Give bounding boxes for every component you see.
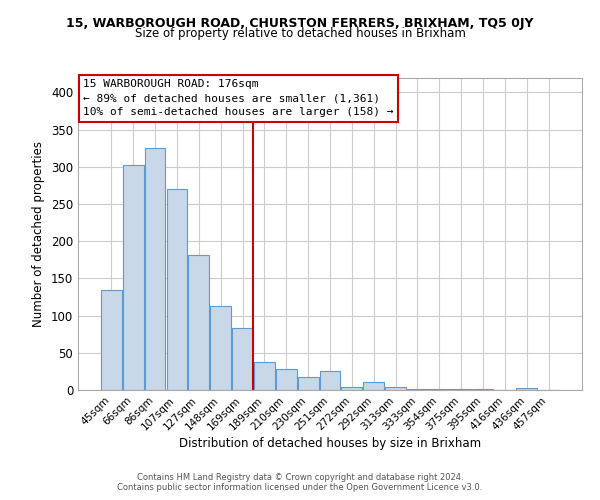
Bar (341, 387, 362, 390)
Bar (364, 382, 384, 390)
Text: 15, WARBOROUGH ROAD, CHURSTON FERRERS, BRIXHAM, TQ5 0JY: 15, WARBOROUGH ROAD, CHURSTON FERRERS, B… (66, 18, 534, 30)
Bar (123, 164, 143, 390)
Bar (276, 369, 296, 390)
Y-axis label: Number of detached properties: Number of detached properties (32, 141, 46, 327)
Bar (232, 328, 253, 390)
Bar (210, 306, 231, 390)
Bar (517, 388, 537, 390)
Text: 15 WARBOROUGH ROAD: 176sqm
← 89% of detached houses are smaller (1,361)
10% of s: 15 WARBOROUGH ROAD: 176sqm ← 89% of deta… (83, 79, 394, 117)
Bar (298, 378, 319, 390)
Text: Contains HM Land Registry data © Crown copyright and database right 2024.: Contains HM Land Registry data © Crown c… (137, 474, 463, 482)
X-axis label: Distribution of detached houses by size in Brixham: Distribution of detached houses by size … (179, 438, 481, 450)
Bar (101, 290, 122, 390)
Bar (320, 372, 340, 390)
Bar (188, 256, 209, 390)
Text: Size of property relative to detached houses in Brixham: Size of property relative to detached ho… (134, 28, 466, 40)
Bar (385, 387, 406, 390)
Text: Contains public sector information licensed under the Open Government Licence v3: Contains public sector information licen… (118, 484, 482, 492)
Bar (145, 148, 166, 390)
Bar (167, 189, 187, 390)
Bar (254, 362, 275, 390)
Bar (451, 388, 472, 390)
